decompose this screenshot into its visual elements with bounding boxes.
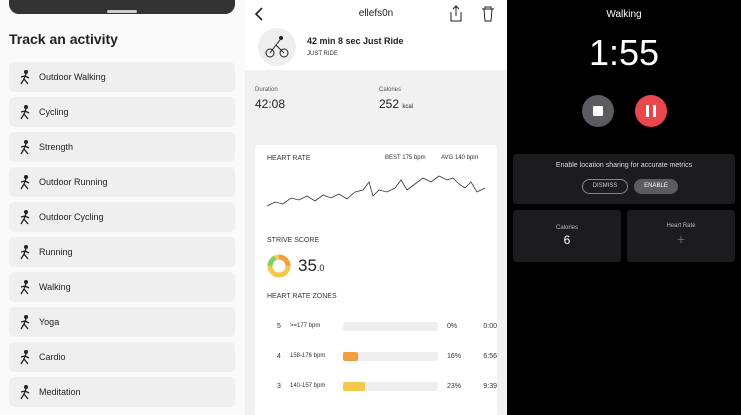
title: Track an activity — [9, 31, 118, 47]
zone-number: 5 — [277, 323, 281, 330]
controls — [582, 95, 667, 127]
hr-avg: AVG 140 bpm — [441, 155, 479, 161]
ride-icon — [258, 28, 296, 66]
zone-bar — [343, 382, 365, 391]
stat-label: Duration — [255, 87, 278, 93]
activity-label: Outdoor Cycling — [39, 212, 104, 222]
activity-icon — [20, 105, 30, 120]
activity-icon — [20, 315, 30, 330]
sheet-top — [9, 0, 235, 14]
hr-title: HEART RATE — [267, 155, 311, 162]
stat-label: Calories — [379, 87, 402, 93]
handle[interactable] — [107, 10, 137, 13]
enable-button[interactable]: ENABLE — [634, 179, 678, 194]
zone-row: 4 158-176 bpm 16% 6:56 — [277, 351, 497, 363]
activity-label: Cardio — [39, 352, 66, 362]
activity-icon — [20, 140, 30, 155]
activity-row[interactable]: Yoga — [9, 307, 235, 337]
watch-screen: Walking 1:55 Enable location sharing for… — [507, 0, 741, 415]
prompt-text: Enable location sharing for accurate met… — [555, 162, 693, 169]
zone-range: 140-157 bpm — [290, 383, 326, 389]
activity-label: Outdoor Running — [39, 177, 108, 187]
zone-row: 5 >=177 bpm 0% 0:00 — [277, 321, 497, 333]
card: HEART RATE BEST 175 bpm AVG 140 bpm STRI… — [255, 145, 497, 415]
zone-time: 0:00 — [483, 323, 497, 330]
activity-panel: Track an activity Outdoor Walking Cycling… — [0, 0, 245, 415]
summary: 42 min 8 sec Just Ride JUST RIDE — [245, 28, 507, 70]
tile-value: 6 — [563, 233, 571, 247]
activity-row[interactable]: Outdoor Running — [9, 167, 235, 197]
activity-label: Running — [39, 247, 73, 257]
value: 252 — [379, 97, 400, 111]
nav-bar: ellefs0n — [245, 0, 507, 28]
activity-row[interactable]: Outdoor Walking — [9, 62, 235, 92]
summary-subtitle: JUST RIDE — [307, 51, 338, 57]
strive-ring — [267, 254, 291, 278]
back-button[interactable] — [253, 6, 265, 22]
timer: 1:55 — [588, 32, 660, 73]
heart-rate-tile: Heart Rate + — [627, 210, 735, 262]
pause-button[interactable] — [635, 95, 667, 127]
delete-button[interactable] — [481, 5, 495, 23]
activity-label: Yoga — [39, 317, 60, 327]
activity-icon — [20, 280, 30, 295]
zone-number: 4 — [277, 353, 281, 360]
activity-row[interactable]: Strength — [9, 132, 235, 162]
activity-label: Walking — [39, 282, 71, 292]
zone-row: 3 140-157 bpm 23% 9:39 — [277, 381, 497, 393]
activity-row[interactable]: Meditation — [9, 377, 235, 407]
strive-score: 35.0 — [298, 256, 324, 276]
activity-label: Meditation — [39, 387, 81, 397]
zone-bar — [343, 352, 359, 361]
unit: kcal — [402, 104, 414, 110]
activity-row[interactable]: Cardio — [9, 342, 235, 372]
dismiss-button[interactable]: DISMISS — [582, 179, 628, 194]
activity-icon — [20, 70, 30, 85]
activity-row[interactable]: Outdoor Cycling — [9, 202, 235, 232]
hr-best: BEST 175 bpm — [385, 155, 426, 161]
activity-label: Outdoor Walking — [39, 72, 106, 82]
zone-track — [343, 322, 438, 331]
tile-label: Heart Rate — [666, 223, 696, 229]
share-button[interactable] — [448, 5, 464, 23]
calories-tile: Calories 6 — [513, 210, 621, 262]
activity-name: Walking — [606, 9, 642, 20]
workout-detail: ellefs0n 42 min 8 sec Just Ride JUST RID… — [245, 0, 507, 415]
strive-title: STRIVE SCORE — [267, 237, 320, 244]
zones-title: HEART RATE ZONES — [267, 293, 337, 300]
hr-graph — [266, 175, 486, 207]
activity-icon — [20, 385, 30, 400]
activity-row[interactable]: Walking — [9, 272, 235, 302]
stat-value: 42:08 — [255, 97, 286, 111]
activity-icon — [20, 175, 30, 190]
zone-share: 23% — [447, 383, 462, 390]
activity-row[interactable]: Cycling — [9, 97, 235, 127]
activity-row[interactable]: Running — [9, 237, 235, 267]
zone-time: 6:56 — [483, 353, 497, 360]
activity-label: Strength — [39, 142, 74, 152]
decimal: .0 — [316, 263, 325, 273]
activity-icon — [20, 245, 30, 260]
zone-range: >=177 bpm — [290, 323, 321, 329]
activity-label: Cycling — [39, 107, 69, 117]
zone-time: 9:39 — [483, 383, 497, 390]
zone-track — [343, 382, 438, 391]
summary-title: 42 min 8 sec Just Ride — [307, 36, 404, 46]
tile-label: Calories — [555, 225, 578, 231]
zone-range: 158-176 bpm — [290, 353, 326, 359]
score: 35 — [298, 256, 317, 275]
zone-number: 3 — [277, 383, 281, 390]
add-icon[interactable]: + — [676, 231, 686, 247]
zone-track — [343, 352, 438, 361]
location-prompt: Enable location sharing for accurate met… — [513, 154, 735, 204]
stat-value: 252 kcal — [379, 97, 413, 111]
activity-icon — [20, 210, 30, 225]
activity-icon — [20, 350, 30, 365]
zone-share: 0% — [447, 323, 458, 330]
username: ellefs0n — [358, 8, 394, 19]
zone-share: 16% — [447, 353, 462, 360]
